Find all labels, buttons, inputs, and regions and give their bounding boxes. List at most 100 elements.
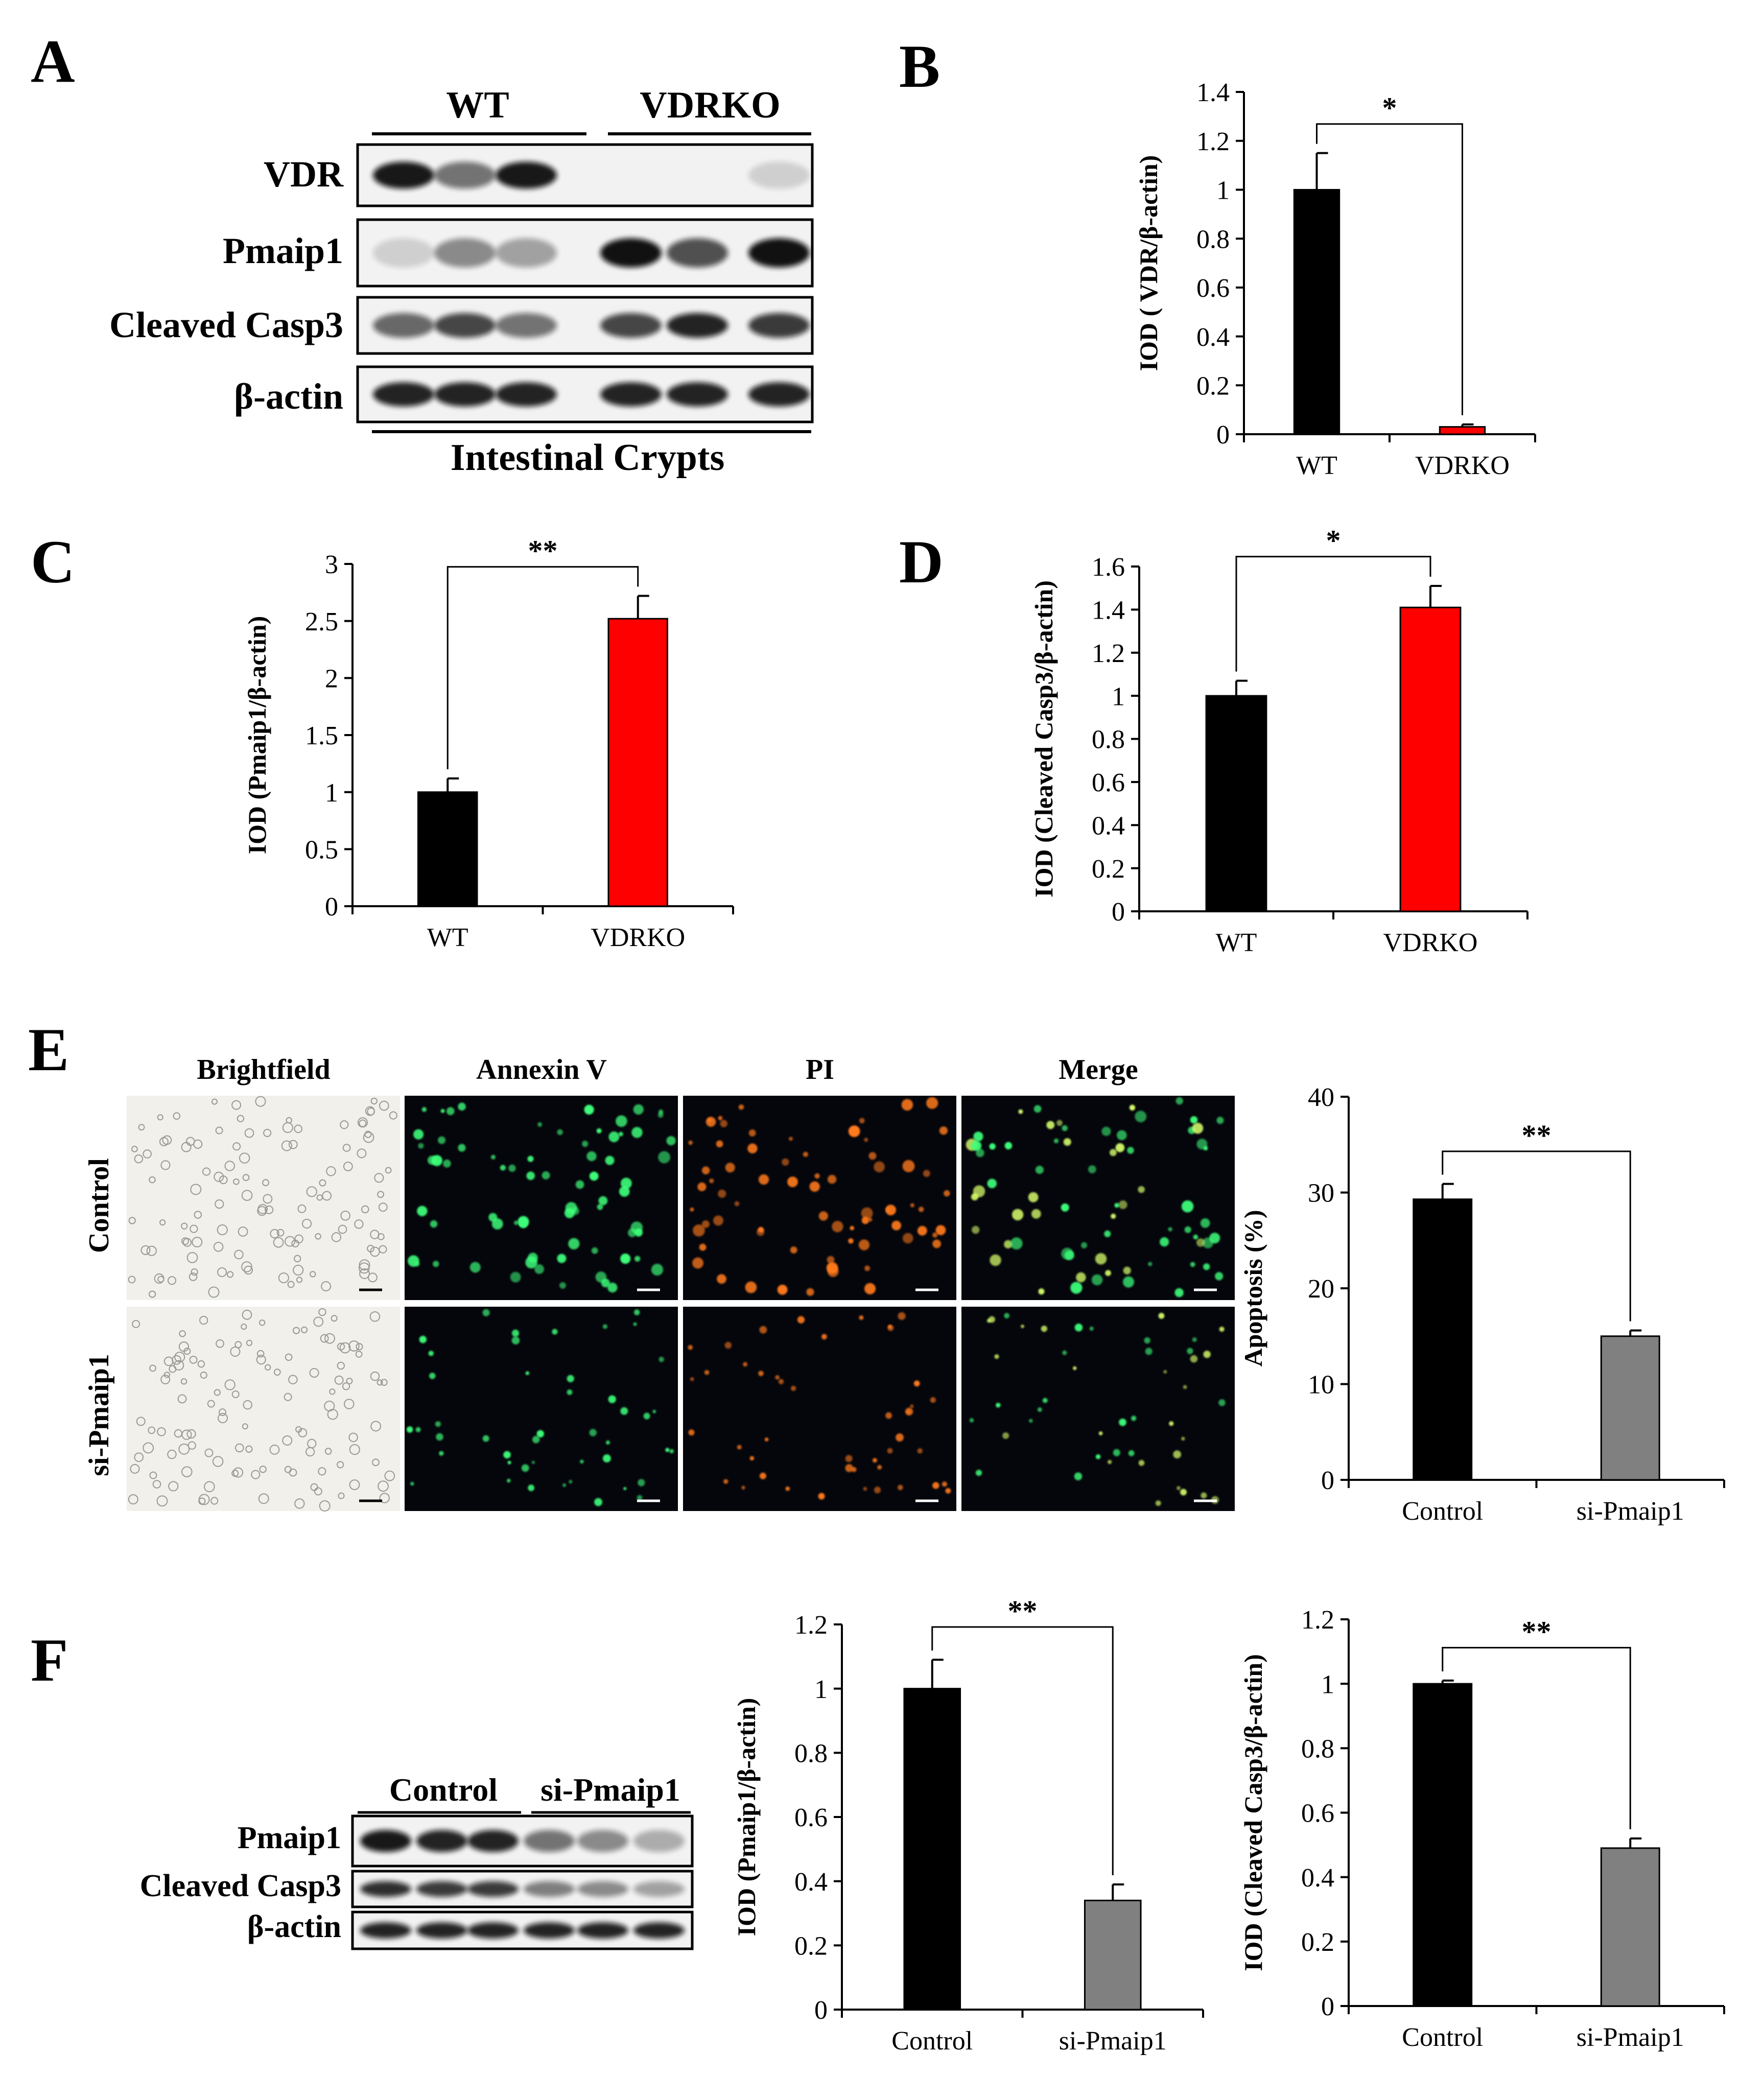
micro-image (127, 1307, 400, 1511)
y-axis-label: IOD ( VDR/β-actin) (1134, 155, 1163, 371)
brightfield-cell (189, 1272, 198, 1281)
merge-cell (1056, 1120, 1063, 1126)
pi-cell (759, 1326, 767, 1334)
annexin-cell (491, 1218, 503, 1230)
y-tick-label: 1.2 (1301, 1606, 1334, 1635)
blot-a-row-label-pmaip1: Pmaip1 (223, 230, 343, 271)
significance-label: ** (1522, 1615, 1551, 1648)
merge-cell (1177, 1486, 1181, 1491)
y-tick-label: 1 (1216, 176, 1230, 205)
brightfield-cell (374, 1173, 384, 1183)
brightfield-cell (181, 1222, 188, 1230)
merge-cell (1028, 1192, 1039, 1202)
pi-cell (782, 1158, 789, 1166)
brightfield-cell (294, 1498, 305, 1509)
blot-band (633, 1830, 685, 1852)
brightfield-cell (235, 1443, 244, 1453)
merge-cell (1063, 1138, 1071, 1146)
pi-cell (874, 1487, 881, 1494)
brightfield-cell (257, 1206, 267, 1216)
brightfield-cell (369, 1311, 381, 1322)
merge-cell (1070, 1282, 1083, 1294)
y-tick-label: 0.4 (794, 1868, 828, 1897)
brightfield-cell (301, 1218, 312, 1229)
brightfield-cell (365, 1106, 375, 1116)
merge-cell (1029, 1419, 1033, 1423)
brightfield-cell (337, 1361, 345, 1370)
panel-e-letter: E (28, 1016, 69, 1083)
brightfield-cell (238, 1226, 248, 1237)
annexin-cell (608, 1395, 616, 1403)
x-tick-label: Control (891, 2026, 973, 2056)
brightfield-cell (294, 1234, 303, 1244)
y-tick-label: 0.2 (1196, 371, 1230, 400)
pi-cell (874, 1161, 885, 1173)
merge-cell (1113, 1449, 1120, 1456)
merge-cell (1033, 1105, 1042, 1113)
brightfield-cell (263, 1194, 273, 1204)
brightfield-cell (186, 1429, 196, 1439)
brightfield-cell (256, 1355, 266, 1365)
brightfield-cell (354, 1219, 364, 1229)
brightfield-cell (154, 1273, 164, 1284)
brightfield-cell (368, 1272, 378, 1283)
micro-image (683, 1096, 956, 1300)
brightfield-cell (234, 1341, 242, 1349)
brightfield-cell (180, 1378, 187, 1385)
blot-band (600, 382, 662, 407)
brightfield-cell (378, 1202, 388, 1212)
brightfield-cell (128, 1276, 136, 1284)
significance-bracket (1316, 123, 1463, 415)
brightfield-cell (224, 1379, 236, 1390)
y-tick-label: 2 (325, 665, 338, 694)
brightfield-cell (245, 1445, 253, 1453)
brightfield-cell (340, 1120, 349, 1129)
micro-row-label-sipmaip1: si-Pmaip1 (83, 1354, 115, 1476)
annexin-cell (511, 1329, 520, 1337)
merge-cell (1138, 1460, 1145, 1466)
brightfield-cell (319, 1179, 326, 1187)
annexin-cell (589, 1171, 599, 1181)
y-tick-label: 1.2 (1092, 639, 1125, 668)
merge-cell (1203, 1263, 1210, 1270)
chart-c: 0 0.5 1 1.5 2 2.5 3 WT VDRKO ** IOD (Pmaip1/β-acti… (243, 534, 734, 952)
merge-cell (1089, 1326, 1094, 1331)
annexin-cell (440, 1108, 445, 1113)
blot-a (356, 143, 814, 423)
pi-cell (709, 1178, 714, 1184)
chart-f1: 0 0.2 0.4 0.6 0.8 1 1.2 Control si-Pmaip1 ** IOD (… (732, 1594, 1204, 2056)
brightfield-cell (199, 1315, 208, 1325)
brightfield-cell (270, 1229, 279, 1239)
brightfield-cell (132, 1319, 140, 1328)
brightfield-cell (269, 1444, 280, 1455)
merge-cell (1128, 1450, 1135, 1456)
brightfield-cell (364, 1130, 372, 1138)
brightfield-cell (138, 1124, 145, 1131)
brightfield-cell (172, 1355, 181, 1365)
annexin-cell (602, 1324, 608, 1329)
brightfield-cell (310, 1483, 318, 1491)
merge-cell (1160, 1237, 1169, 1247)
brightfield-cell (215, 1126, 223, 1135)
brightfield-cell (322, 1191, 332, 1201)
blot-band (360, 1922, 411, 1939)
merge-cell (1138, 1186, 1145, 1193)
annexin-cell (569, 1480, 573, 1484)
merge-cell (1135, 1111, 1147, 1123)
pi-cell (738, 1104, 744, 1110)
merge-cell (975, 1470, 982, 1476)
chart-f2: 0 0.2 0.4 0.6 0.8 1 1.2 Control si-Pmaip1 ** IOD (… (1239, 1606, 1725, 2052)
pi-cell (814, 1173, 820, 1179)
pi-cell (850, 1225, 855, 1231)
y-tick-label: 0.2 (794, 1932, 828, 1961)
brightfield-cell (181, 1142, 192, 1152)
y-tick-label: 0.6 (1092, 768, 1125, 797)
annexin-cell (657, 1112, 664, 1118)
annexin-cell (510, 1271, 521, 1283)
pi-cell (701, 1220, 710, 1228)
bar (417, 791, 478, 907)
merge-cell (1216, 1117, 1224, 1124)
brightfield-cell (202, 1167, 211, 1176)
merge-cell (1175, 1097, 1183, 1105)
